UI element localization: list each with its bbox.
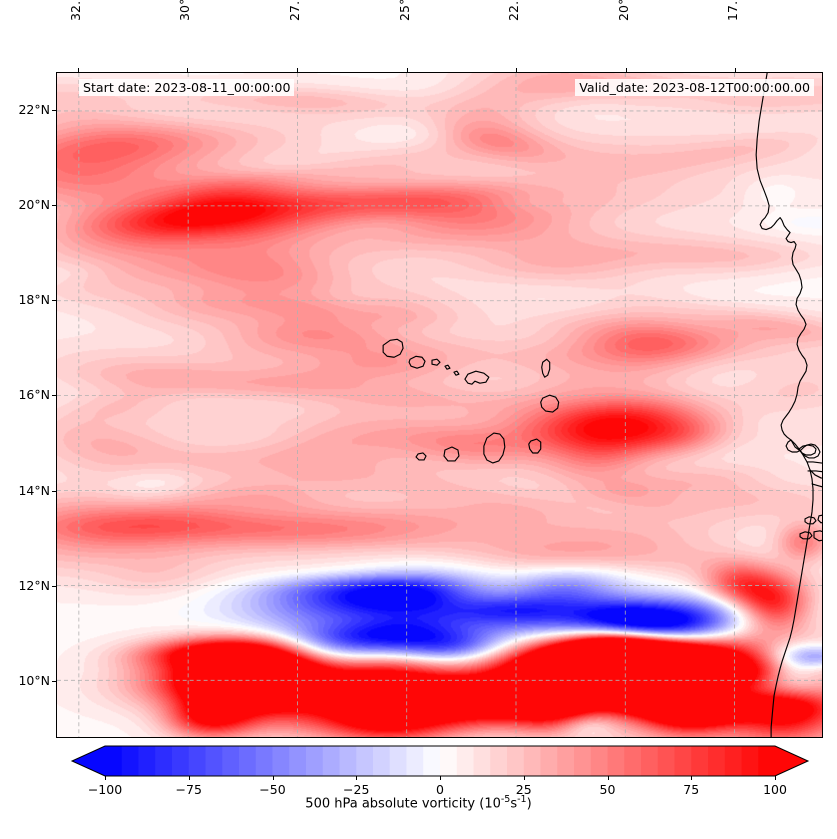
colorbar-tick-mark — [356, 776, 358, 780]
colorbar-band — [272, 746, 290, 776]
colorbar-band — [456, 746, 474, 776]
colorbar-tick-mark — [607, 776, 609, 780]
y-tick-label: 12°N — [18, 577, 50, 593]
map-axes[interactable]: Start date: 2023-08-11_00:00:00 Valid_da… — [56, 72, 823, 738]
colorbar-band — [322, 746, 340, 776]
colorbar-band — [574, 746, 592, 776]
colorbar-tick-label: −25 — [343, 782, 370, 797]
colorbar-band — [255, 746, 273, 776]
colorbar-band — [289, 746, 307, 776]
colorbar-band — [473, 746, 491, 776]
colorbar-tick-mark — [691, 776, 693, 780]
x-tick-mark — [625, 68, 627, 72]
x-tick-label: 30°W — [177, 0, 193, 21]
x-tick-mark — [77, 68, 79, 72]
colorbar-tick-mark — [188, 776, 190, 780]
x-tick-label: 27.5°W — [287, 0, 302, 21]
colorbar-extend-high — [775, 746, 808, 776]
x-tick-mark — [297, 68, 299, 72]
y-tick-mark — [52, 585, 56, 587]
x-tick-label: 32.5°W — [68, 0, 83, 21]
colorbar[interactable]: −100 −75 −50 −25 0 25 50 75 100 500 hPa absolute… — [0, 744, 837, 839]
y-tick-mark — [52, 680, 56, 682]
vorticity-field — [57, 73, 822, 737]
colorbar-tick-label: −100 — [87, 782, 123, 797]
colorbar-band — [523, 746, 541, 776]
colorbar-band — [188, 746, 206, 776]
x-tick-label: 25°W — [396, 0, 412, 21]
colorbar-band — [440, 746, 458, 776]
colorbar-band — [373, 746, 391, 776]
colorbar-band — [590, 746, 608, 776]
colorbar-label-exponent-2: -1 — [517, 794, 527, 805]
colorbar-tick-label: 25 — [515, 782, 532, 797]
colorbar-band — [121, 746, 139, 776]
colorbar-tick-mark — [272, 776, 274, 780]
colorbar-band — [222, 746, 240, 776]
x-tick-mark — [516, 68, 518, 72]
colorbar-band — [239, 746, 257, 776]
y-tick-mark — [52, 205, 56, 207]
colorbar-band — [708, 746, 726, 776]
colorbar-band — [557, 746, 575, 776]
colorbar-band — [339, 746, 357, 776]
x-tick-label: 20°W — [615, 0, 631, 21]
colorbar-band — [641, 746, 659, 776]
colorbar-band — [205, 746, 223, 776]
colorbar-band — [356, 746, 374, 776]
colorbar-label-exponent-1: -5 — [500, 794, 511, 805]
colorbar-tick-label: −50 — [259, 782, 286, 797]
colorbar-band — [306, 746, 324, 776]
colorbar-band — [691, 746, 709, 776]
colorbar-tick-mark — [440, 776, 441, 780]
x-tick-label: 17.5°W — [725, 0, 740, 21]
y-tick-mark — [52, 395, 56, 397]
colorbar-band — [138, 746, 156, 776]
y-tick-mark — [52, 300, 56, 302]
colorbar-band — [389, 746, 407, 776]
colorbar-band — [657, 746, 675, 776]
colorbar-tick-mark — [105, 776, 106, 780]
colorbar-band — [155, 746, 173, 776]
colorbar-extend-low — [72, 746, 105, 776]
y-tick-label: 20°N — [18, 197, 50, 213]
x-tick-mark — [406, 68, 408, 72]
x-tick-mark — [735, 68, 737, 72]
colorbar-band — [406, 746, 424, 776]
colorbar-band — [741, 746, 759, 776]
colorbar-tick-mark — [775, 776, 776, 780]
start-date-annotation: Start date: 2023-08-11_00:00:00 — [79, 79, 295, 96]
colorbar-band — [172, 746, 190, 776]
x-tick-mark — [187, 68, 189, 72]
x-tick-label: 22.5°W — [506, 0, 521, 21]
colorbar-band — [507, 746, 525, 776]
colorbar-band — [674, 746, 692, 776]
y-tick-mark — [52, 490, 56, 492]
y-tick-label: 14°N — [18, 482, 50, 498]
colorbar-band — [624, 746, 642, 776]
colorbar-tick-label: 0 — [436, 782, 444, 797]
colorbar-tick-mark — [523, 776, 525, 780]
colorbar-band — [423, 746, 441, 776]
colorbar-gradient — [70, 745, 810, 777]
colorbar-label: 500 hPa absolute vorticity (10-5s-1) — [305, 794, 532, 812]
colorbar-band — [724, 746, 742, 776]
y-tick-label: 18°N — [18, 292, 50, 308]
colorbar-tick-label: 50 — [599, 782, 616, 797]
colorbar-band — [490, 746, 508, 776]
y-tick-mark — [52, 110, 56, 112]
colorbar-band — [540, 746, 558, 776]
y-tick-label: 22°N — [18, 102, 50, 118]
colorbar-tick-label: −75 — [175, 782, 202, 797]
colorbar-tick-label: 75 — [683, 782, 700, 797]
colorbar-band — [105, 746, 123, 776]
colorbar-band — [758, 746, 776, 776]
colorbar-band — [607, 746, 625, 776]
y-tick-label: 10°N — [18, 672, 50, 688]
valid-date-annotation: Valid_date: 2023-08-12T00:00:00.00 — [575, 79, 814, 96]
y-tick-label: 16°N — [18, 387, 50, 403]
colorbar-tick-label: 100 — [763, 782, 787, 797]
